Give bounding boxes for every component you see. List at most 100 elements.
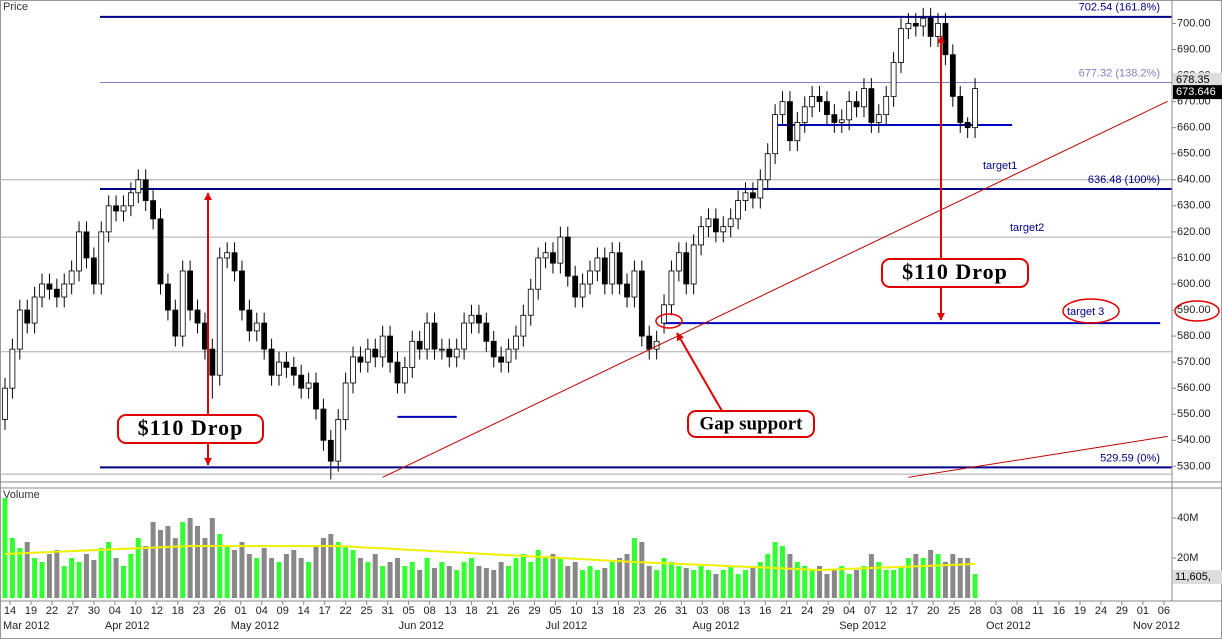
annotation-box (881, 258, 1029, 288)
volume-bar (246, 554, 252, 598)
volume-bar (572, 562, 578, 598)
volume-bar (720, 570, 726, 598)
annotation-box (117, 414, 264, 444)
y-tick-label: 640.00 (1177, 174, 1211, 186)
volume-bar (202, 538, 208, 598)
y-tick-label: 530.00 (1177, 460, 1211, 472)
volume-bar (209, 518, 215, 598)
x-tick-label: 31 (675, 605, 687, 617)
candle-body (342, 382, 349, 420)
candle-body (638, 270, 645, 337)
trend-line (908, 435, 1168, 478)
volume-bar (735, 574, 741, 598)
volume-bar (417, 570, 423, 598)
candle-body (727, 218, 734, 228)
candle-body (735, 200, 741, 220)
volume-bar (757, 562, 763, 598)
month-label: Apr 2012 (105, 620, 150, 632)
candle-body (868, 88, 875, 123)
candle-body (290, 366, 297, 376)
highlight (1062, 298, 1120, 324)
candle-body (772, 114, 779, 155)
x-tick-label: 17 (906, 605, 918, 617)
candle-body (298, 374, 305, 389)
candle-body (616, 252, 623, 285)
x-tick-label: 28 (969, 605, 981, 617)
candle-body (105, 205, 112, 233)
candle-body (579, 283, 586, 298)
volume-bar (528, 562, 534, 598)
candle-body (490, 340, 497, 358)
candle-body (875, 114, 882, 123)
candle-body (53, 288, 60, 298)
candle-body (483, 322, 490, 342)
candle-body (557, 236, 564, 264)
level-label: 702.54 (161.8%) (1079, 2, 1160, 14)
x-tick-label: 01 (235, 605, 247, 617)
last-price-box (1173, 72, 1222, 87)
volume-bar (928, 550, 934, 598)
volume-bar (809, 570, 815, 598)
volume-bar (876, 562, 882, 598)
volume-bar (380, 566, 386, 598)
volume-bar (328, 534, 334, 598)
volume-bar (424, 558, 430, 598)
candle-body (927, 17, 934, 37)
x-tick-label: 30 (88, 605, 100, 617)
volume-bar (550, 554, 556, 598)
candle-body (453, 348, 460, 358)
volume-bar (91, 560, 97, 598)
month-label: Aug 2012 (692, 620, 739, 632)
candle-body (90, 257, 97, 285)
y-tick-label: 20M (1177, 552, 1198, 564)
y-tick-label: 620.00 (1177, 226, 1211, 238)
volume-bar (172, 538, 178, 598)
candle-body (401, 366, 408, 384)
candle-body (690, 244, 697, 285)
x-tick-label: 19 (1074, 605, 1086, 617)
month-label: Nov 2012 (1133, 620, 1180, 632)
candle-body (964, 122, 971, 129)
volume-bar (98, 548, 104, 598)
candle-body (624, 283, 630, 298)
candle-body (846, 101, 853, 121)
volume-bar (165, 526, 171, 598)
candle-body (372, 348, 379, 358)
volume-bar (180, 522, 186, 598)
volume-bar (713, 574, 719, 598)
candle-body (120, 205, 127, 212)
x-tick-label: 08 (423, 605, 435, 617)
month-label: Mar 2012 (3, 620, 49, 632)
x-tick-label: 21 (780, 605, 792, 617)
x-tick-label: 31 (382, 605, 394, 617)
annotation: $110 Drop (138, 415, 244, 440)
x-tick-label: 12 (885, 605, 897, 617)
volume-bar (802, 566, 808, 598)
x-tick-label: 03 (696, 605, 708, 617)
volume-bar (61, 566, 67, 598)
volume-bar (787, 554, 793, 598)
candle-body (172, 309, 179, 337)
month-label: Sep 2012 (839, 620, 886, 632)
volume-bar (261, 548, 267, 598)
candle-body (550, 252, 556, 264)
volume-bar (498, 562, 504, 598)
candle-body (631, 270, 638, 298)
volume-bar (594, 570, 600, 598)
candle-body (379, 335, 386, 358)
candle-body (712, 218, 719, 233)
candle-body (609, 252, 616, 285)
volume-bar (905, 558, 911, 598)
candle-body (46, 283, 53, 290)
volume-bar (543, 558, 549, 598)
volume-bar (580, 570, 586, 598)
level-label: 636.48 (100%) (1088, 174, 1160, 186)
candle-body (505, 348, 512, 363)
y-tick-label: 650.00 (1177, 148, 1211, 160)
x-tick-label: 03 (990, 605, 1002, 617)
volume-bar (750, 566, 756, 598)
volume-bar (861, 566, 867, 598)
x-tick-label: 24 (801, 605, 813, 617)
volume-bar (402, 566, 408, 598)
x-tick-label: 14 (4, 605, 16, 617)
